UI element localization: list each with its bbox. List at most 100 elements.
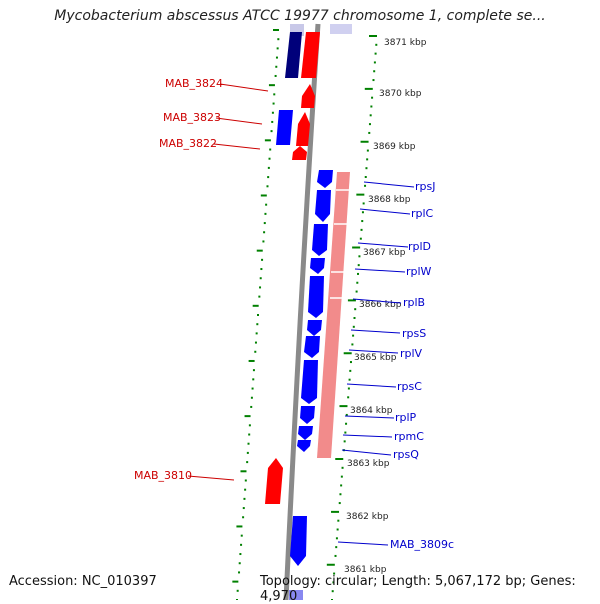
ruler-dot (368, 131, 371, 134)
label-mab-3810[interactable]: MAB_3810 (134, 469, 192, 482)
ruler-dot (272, 102, 275, 105)
gene-top-red[interactable] (301, 32, 320, 78)
ruler-dot (242, 507, 245, 510)
label-mab-3823[interactable]: MAB_3823 (163, 111, 221, 124)
ruler-dot (276, 47, 279, 50)
ruler-dot (263, 231, 266, 234)
ruler-dot (250, 396, 253, 399)
ruler-dot (351, 343, 354, 346)
ruler-dot (266, 185, 269, 188)
ruler-dot (370, 105, 373, 108)
ruler-dot (273, 93, 276, 96)
label-rplC[interactable]: rplC (411, 207, 434, 220)
label-rpsQ[interactable]: rpsQ (393, 448, 419, 461)
ruler-dot (341, 466, 344, 469)
ruler-dot (244, 488, 247, 491)
ruler-dot (261, 258, 264, 261)
ruler-dot (275, 65, 278, 68)
ruler-dot (277, 38, 280, 41)
right-gene-labels: rpsJ rplC rplD rplW rplB rpsS rplV rpsC … (337, 180, 454, 551)
kbp-3863: 3863 kbp (347, 459, 390, 469)
ruler-dot (254, 341, 257, 344)
ruler-dot (247, 442, 250, 445)
label-mab-3824[interactable]: MAB_3824 (165, 77, 223, 90)
kbp-3861: 3861 kbp (344, 565, 387, 575)
ruler-labels: 3871 kbp 3870 kbp 3869 kbp 3868 kbp 3867… (344, 38, 427, 575)
label-rpsS[interactable]: rpsS (402, 327, 426, 340)
ruler-dot (334, 554, 337, 557)
map-title: Mycobacterium abscessus ATCC 19977 chrom… (54, 8, 546, 24)
gene-mab-3823-blue[interactable] (276, 110, 293, 145)
label-rpsC[interactable]: rpsC (397, 380, 422, 393)
ruler-dot (255, 332, 258, 335)
gene-mab-3822[interactable] (292, 146, 307, 160)
ruler-dot (258, 295, 261, 298)
ruler-dot (259, 286, 262, 289)
ruler-dot (349, 361, 352, 364)
ruler-dot (338, 502, 341, 505)
ruler-dot (347, 396, 350, 399)
ruler-dot (271, 120, 274, 123)
label-rpsJ[interactable]: rpsJ (415, 180, 435, 193)
ruler-dot (243, 497, 246, 500)
ruler-dot (360, 228, 363, 231)
ruler-dot (269, 148, 272, 151)
ruler-dot (267, 176, 270, 179)
ruler-dot (250, 405, 253, 408)
ruler-dot (373, 61, 376, 64)
ruler-dot (344, 431, 347, 434)
ruler-dot (369, 114, 372, 117)
ruler-dot (366, 149, 369, 152)
label-rplB[interactable]: rplB (403, 296, 425, 309)
ruler-dot (362, 202, 365, 205)
kbp-3862: 3862 kbp (346, 512, 389, 522)
ruler-dot (275, 56, 278, 59)
ruler-dot (257, 314, 259, 316)
label-mab-3822[interactable]: MAB_3822 (159, 137, 217, 150)
ruler-dot (239, 553, 242, 556)
ruler-dot (348, 378, 351, 381)
top-band-right (330, 24, 352, 34)
ruler-dot (357, 264, 360, 267)
kbp-3865: 3865 kbp (354, 353, 397, 363)
ruler-dot (366, 158, 369, 161)
ruler-dots (232, 29, 378, 600)
ruler-dot (268, 157, 271, 160)
left-gene-labels: MAB_3824 MAB_3823 MAB_3822 MAB_3810 (134, 77, 269, 482)
ruler-dot (355, 290, 358, 293)
ruler-dot (356, 281, 359, 284)
ruler-dot (345, 422, 348, 425)
label-mab-3809c[interactable]: MAB_3809c (390, 538, 454, 551)
ruler-dot (372, 79, 375, 82)
gene-mab-3823-red[interactable] (296, 112, 310, 146)
ruler-dot (345, 413, 348, 416)
label-rpmC[interactable]: rpmC (394, 430, 424, 443)
gene-mab-3809c[interactable] (290, 516, 307, 566)
ruler-dot (361, 211, 364, 214)
ruler-dot (336, 528, 339, 531)
ruler-dot (373, 70, 376, 73)
ruler-dot (264, 212, 267, 215)
ruler-dot (343, 440, 346, 443)
ruler-dot (242, 516, 245, 519)
ruler-dot (374, 52, 377, 55)
ruler-dot (274, 74, 277, 77)
label-rplV[interactable]: rplV (400, 347, 423, 360)
gene-mab-3824[interactable] (301, 84, 315, 108)
kbp-3870: 3870 kbp (379, 89, 422, 99)
label-rplD[interactable]: rplD (408, 240, 431, 253)
label-rplP[interactable]: rplP (395, 411, 417, 424)
ruler-dot (357, 272, 360, 275)
gene-cluster-ribosomal[interactable] (297, 170, 333, 452)
ruler-dot (354, 308, 357, 311)
ruler-dot (331, 590, 334, 593)
gene-top-dark[interactable] (285, 32, 302, 78)
label-rplW[interactable]: rplW (406, 265, 432, 278)
ruler-dot (353, 317, 356, 319)
ruler-dot (358, 255, 361, 258)
ruler-dot (340, 475, 343, 478)
gene-mab-3810[interactable] (265, 458, 283, 504)
kbp-3868: 3868 kbp (368, 195, 411, 205)
ruler-dot (364, 176, 367, 178)
